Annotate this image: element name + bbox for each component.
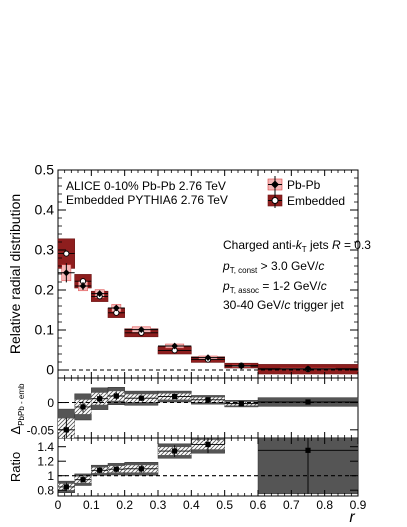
ratio-point	[113, 466, 119, 472]
y-tick-label: 0	[46, 362, 54, 378]
y-tick-label: 1	[47, 469, 54, 483]
trigger-jet-text: 30-40 GeV/c trigger jet	[223, 298, 344, 312]
header-line-1: ALICE 0-10% Pb-Pb 2.76 TeV	[66, 179, 226, 193]
pt-assoc-cut-text: pT, assoc = 1-2 GeV/c	[222, 279, 327, 295]
y-tick-label: 0.1	[35, 322, 55, 338]
legend: Pb-Pb Embedded	[267, 176, 345, 208]
y-tick-label: 0.3	[35, 242, 55, 258]
legend-label-embedded: Embedded	[287, 194, 345, 208]
x-tick-label: 0.7	[283, 498, 300, 512]
pbpb-point	[112, 304, 120, 312]
main-y-axis-label: Relative radial distribution	[7, 194, 23, 354]
pbpb-point	[79, 282, 87, 290]
difference-point	[113, 393, 119, 399]
difference-point	[305, 399, 311, 405]
x-tick-label: 0.2	[116, 498, 133, 512]
y-tick-label: 0	[47, 396, 54, 410]
ratio-point	[172, 448, 178, 454]
embedded-point	[63, 250, 70, 257]
ratio-point	[80, 477, 86, 483]
legend-label-pbpb: Pb-Pb	[287, 178, 321, 192]
pbpb-point	[171, 342, 179, 350]
y-tick-label: 0.5	[35, 162, 55, 178]
difference-systematic-boxes	[57, 387, 359, 439]
difference-y-axis-label: ΔPbPb - emb	[8, 383, 26, 434]
main-data-marks	[58, 250, 358, 373]
difference-point	[205, 397, 211, 403]
x-tick-label: 0.8	[316, 498, 333, 512]
x-tick-label: 0.1	[83, 498, 100, 512]
difference-data-marks	[58, 392, 358, 438]
x-tick-label: 0.4	[183, 498, 200, 512]
pbpb-point	[204, 354, 212, 361]
ratio-point	[305, 447, 311, 453]
jet-definition-text: Charged anti-kT jets R = 0.3	[223, 238, 371, 254]
y-tick-label: 1.4	[37, 440, 54, 454]
difference-point	[238, 401, 244, 407]
pbpb-point	[237, 362, 245, 370]
axes: 0 0.1 0.2 0.3 0.4 0.5 0.6 0.7 0.8 0.9 0 0.1 0.2 0.3 0.…	[27, 162, 367, 513]
legend-swatch-embedded	[267, 193, 283, 208]
pt-const-cut-text: pT, const > 3.0 GeV/c	[222, 259, 324, 275]
x-tick-label: 0	[55, 498, 62, 512]
y-tick-label: -0.05	[27, 423, 55, 437]
x-axis-label: r	[349, 509, 355, 526]
pbpb-point	[62, 269, 70, 277]
difference-point	[80, 404, 86, 410]
ratio-y-axis-label: Ratio	[8, 452, 23, 482]
x-tick-label: 0.5	[216, 498, 233, 512]
y-tick-label: 0.8	[37, 484, 54, 498]
x-tick-label: 0.3	[150, 498, 167, 512]
pbpb-point	[96, 290, 104, 297]
header-line-2: Embedded PYTHIA6 2.76 TeV	[66, 193, 228, 207]
difference-point	[97, 396, 103, 402]
ratio-point	[97, 467, 103, 473]
pbpb-point	[137, 326, 145, 333]
y-tick-label: 0.4	[35, 202, 55, 218]
difference-point	[63, 427, 69, 433]
ratio-data-marks	[58, 438, 358, 494]
y-tick-label: 1.2	[37, 455, 54, 469]
legend-swatch-pbpb	[267, 176, 283, 193]
difference-point	[172, 393, 178, 400]
difference-point	[138, 395, 144, 401]
pbpb-point	[304, 365, 312, 373]
x-tick-label: 0.6	[250, 498, 267, 512]
x-tick-label: 0.9	[350, 498, 367, 512]
ratio-point	[205, 441, 211, 448]
ratio-point	[63, 484, 69, 490]
ratio-point	[138, 466, 144, 472]
y-tick-label: 0.2	[35, 282, 55, 298]
